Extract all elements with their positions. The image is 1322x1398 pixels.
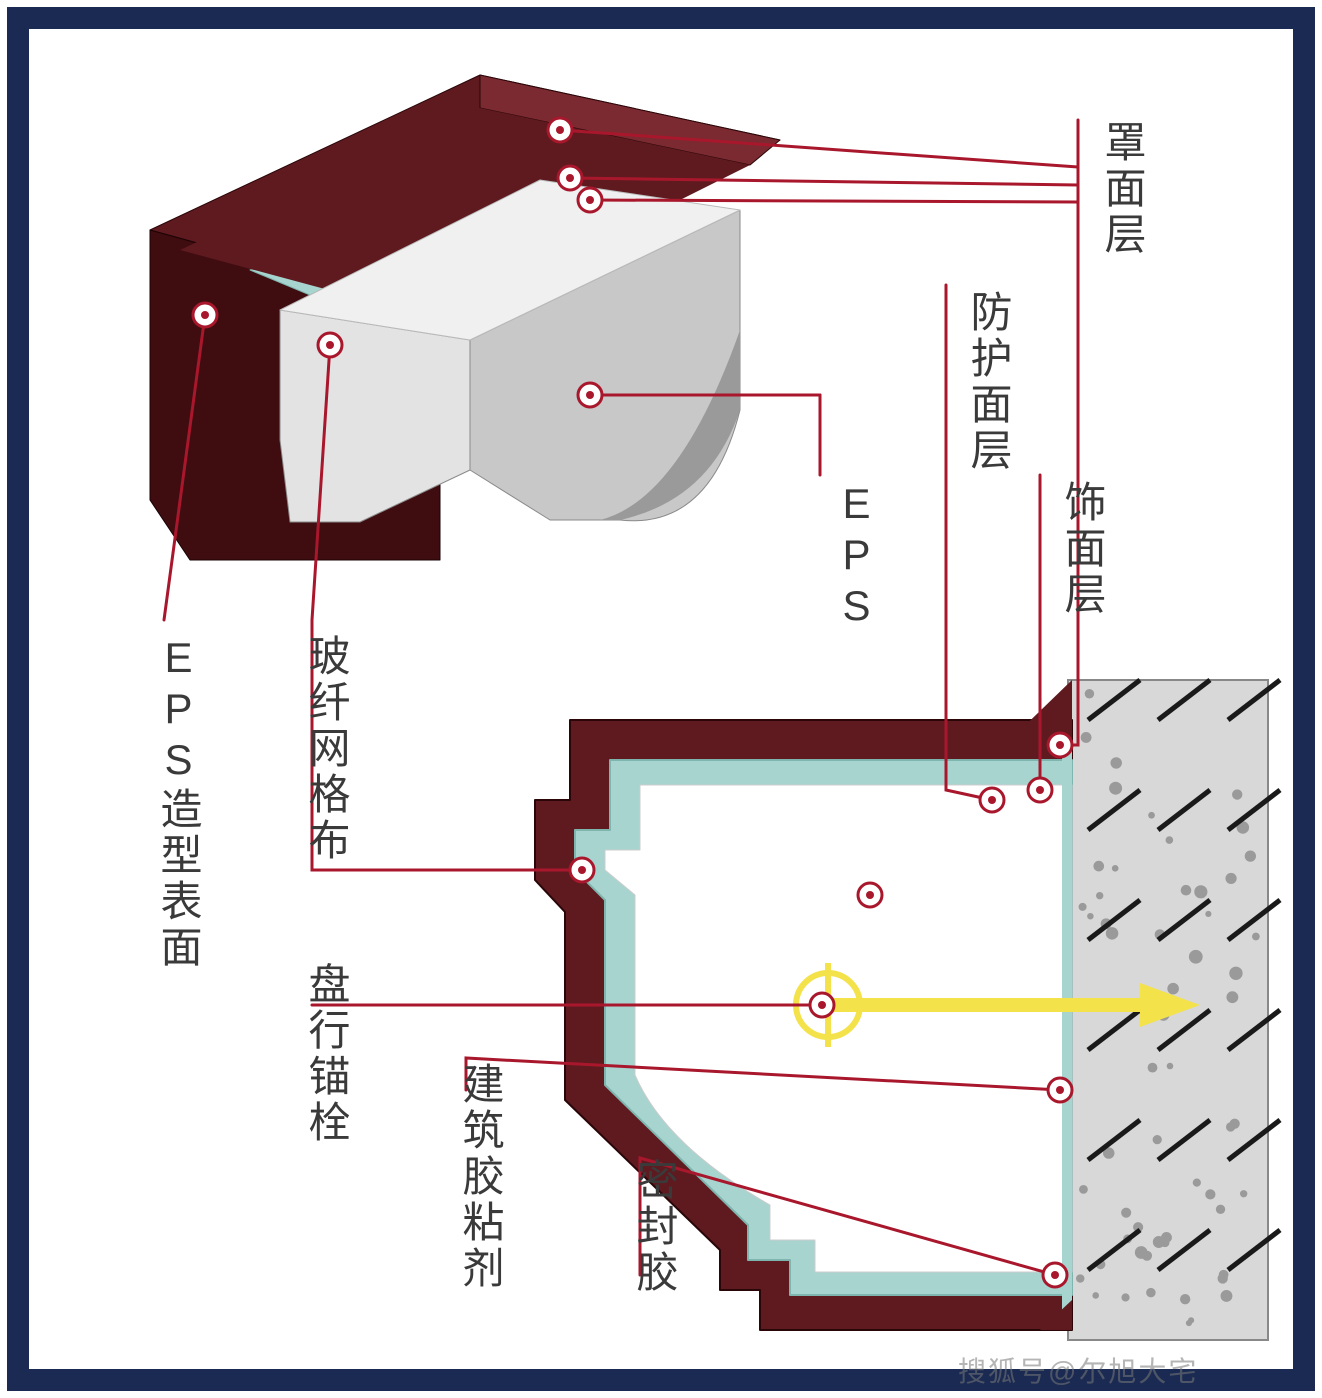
label-eps: EPS xyxy=(832,480,880,633)
label-sealant: 密封胶 xyxy=(624,1158,685,1296)
watermark: 搜狐号@尔旭大宅 xyxy=(958,1350,1198,1390)
label-cover_layer: 罩面层 xyxy=(1092,120,1153,258)
label-finish_layer: 饰面层 xyxy=(1052,480,1113,618)
label-protect_layer: 防护面层 xyxy=(958,290,1019,474)
label-mesh: 玻纤网格布 xyxy=(296,634,357,864)
label-adhesive: 建筑胶粘剂 xyxy=(450,1062,511,1292)
label-anchor: 盘行锚栓 xyxy=(296,962,357,1146)
label-eps_surface: EPS造型表面 xyxy=(148,634,209,971)
